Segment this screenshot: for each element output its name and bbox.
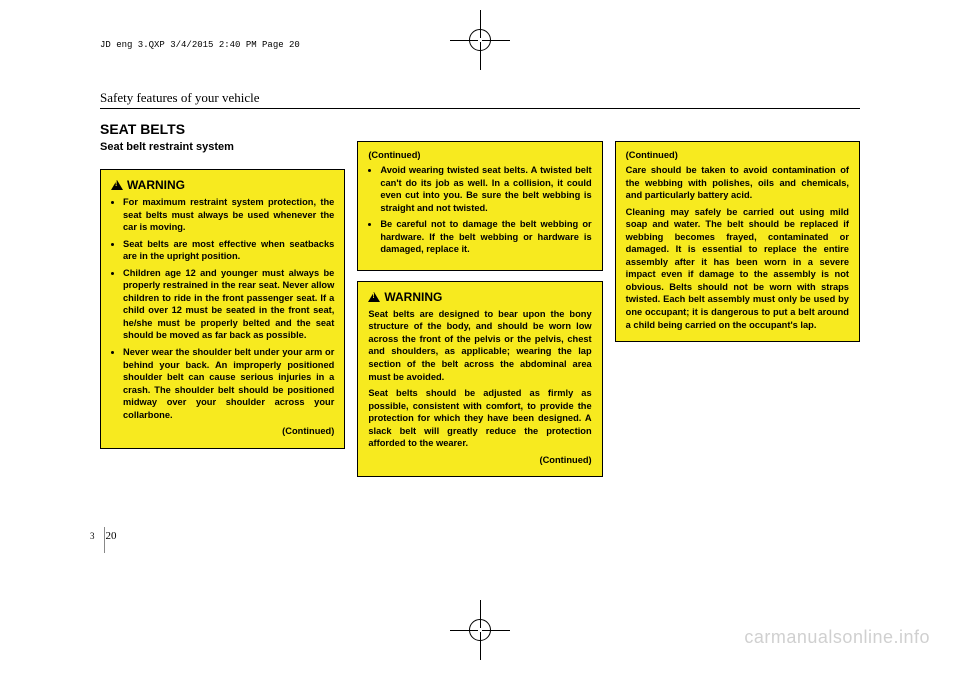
section-title: Safety features of your vehicle bbox=[100, 90, 860, 109]
warning-label: WARNING bbox=[127, 178, 185, 192]
continued-label: (Continued) bbox=[368, 454, 591, 467]
warning-bullet: Children age 12 and younger must always … bbox=[123, 267, 334, 342]
continued-label: (Continued) bbox=[626, 150, 849, 160]
warning-box-2b: WARNING Seat belts are designed to bear … bbox=[357, 281, 602, 478]
page-content: JD eng 3.QXP 3/4/2015 2:40 PM Page 20 Sa… bbox=[100, 40, 860, 477]
watermark: carmanualsonline.info bbox=[744, 627, 930, 648]
section-number: 3 bbox=[90, 531, 95, 541]
warning-body: Care should be taken to avoid contaminat… bbox=[626, 164, 849, 331]
warning-bullet: Seat belts are most effective when seatb… bbox=[123, 238, 334, 263]
page-heading: SEAT BELTS bbox=[100, 121, 860, 137]
warning-bullet: Never wear the shoulder belt under your … bbox=[123, 346, 334, 421]
warning-paragraph: Seat belts should be adjusted as firmly … bbox=[368, 387, 591, 450]
warning-bullet: For maximum restraint system protection,… bbox=[123, 196, 334, 234]
continued-label: (Continued) bbox=[368, 150, 591, 160]
warning-paragraph: Cleaning may safely be carried out using… bbox=[626, 206, 849, 331]
warning-body: Avoid wearing twisted seat belts. A twis… bbox=[368, 164, 591, 256]
warning-box-1: WARNING For maximum restraint system pro… bbox=[100, 169, 345, 449]
page-num-divider bbox=[104, 527, 105, 553]
warning-box-3: (Continued) Care should be taken to avoi… bbox=[615, 141, 860, 342]
warning-body: For maximum restraint system protection,… bbox=[111, 196, 334, 438]
column-3: (Continued) Care should be taken to avoi… bbox=[615, 141, 860, 342]
warning-title: WARNING bbox=[368, 290, 591, 304]
warning-label: WARNING bbox=[384, 290, 442, 304]
warning-icon bbox=[111, 180, 123, 190]
warning-paragraph: Care should be taken to avoid contaminat… bbox=[626, 164, 849, 202]
column-1: Seat belt restraint system WARNING For m… bbox=[100, 141, 345, 449]
crop-mark-bottom bbox=[450, 600, 510, 660]
print-header: JD eng 3.QXP 3/4/2015 2:40 PM Page 20 bbox=[100, 40, 860, 50]
warning-body: Seat belts are designed to bear upon the… bbox=[368, 308, 591, 467]
content-columns: Seat belt restraint system WARNING For m… bbox=[100, 141, 860, 477]
warning-bullet: Be careful not to damage the belt webbin… bbox=[380, 218, 591, 256]
subheading: Seat belt restraint system bbox=[100, 141, 345, 153]
warning-box-2a: (Continued) Avoid wearing twisted seat b… bbox=[357, 141, 602, 271]
warning-icon bbox=[368, 292, 380, 302]
page-number: 20 bbox=[106, 530, 117, 542]
warning-paragraph: Seat belts are designed to bear upon the… bbox=[368, 308, 591, 383]
warning-bullet: Avoid wearing twisted seat belts. A twis… bbox=[380, 164, 591, 214]
continued-label: (Continued) bbox=[111, 425, 334, 438]
column-2: (Continued) Avoid wearing twisted seat b… bbox=[357, 141, 602, 477]
warning-title: WARNING bbox=[111, 178, 334, 192]
